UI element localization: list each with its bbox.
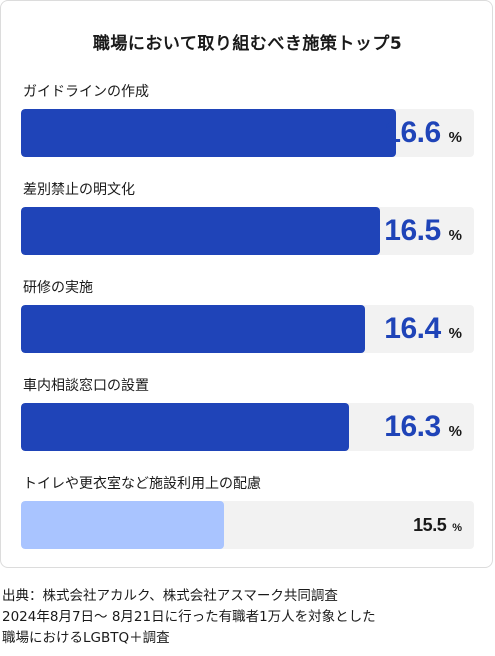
bar-track-1: 16.6% <box>21 109 474 157</box>
source-note: 出典：株式会社アカルク、株式会社アスマーク共同調査 2024年8月7日～ 8月2… <box>2 586 492 649</box>
bar-track-3: 16.4% <box>21 305 474 353</box>
bar-label-2: 差別禁止の明文化 <box>23 182 135 198</box>
bar-value-group-5: 15.5% <box>413 501 462 549</box>
bar-unit-3: % <box>448 325 462 342</box>
bar-unit-2: % <box>448 227 462 244</box>
source-line-1: 出典：株式会社アカルク、株式会社アスマーク共同調査 <box>2 588 338 604</box>
bar-value-1: 16.6 <box>384 116 441 149</box>
bar-value-2: 16.5 <box>384 214 441 247</box>
bar-unit-4: % <box>448 423 462 440</box>
bar-track-4: 16.3% <box>21 403 474 451</box>
bar-value-group-3: 16.4% <box>384 305 462 353</box>
chart-card: 職場において取り組むべき施策トップ5 ガイドラインの作成 16.6% 差別禁止の明文… <box>0 0 493 568</box>
chart-title: 職場において取り組むべき施策トップ5 <box>92 34 403 54</box>
bar-fill-5 <box>21 501 224 549</box>
bar-unit-5: % <box>452 522 462 534</box>
bar-label-3: 研修の実施 <box>23 280 93 296</box>
bar-fill-4 <box>21 403 349 451</box>
bar-value-group-4: 16.3% <box>384 403 462 451</box>
bar-label-4: 車内相談窓口の設置 <box>23 378 149 394</box>
source-line-3: 職場におけるLGBTQ＋調査 <box>2 630 170 646</box>
source-line-2: 2024年8月7日～ 8月21日に行った有職者1万人を対象とした <box>2 609 376 625</box>
bar-value-5: 15.5 <box>413 515 447 535</box>
bar-unit-1: % <box>448 129 462 146</box>
bar-track-5: 15.5% <box>21 501 474 549</box>
bar-label-5: トイレや更衣室など施設利用上の配慮 <box>23 476 261 492</box>
bar-value-group-2: 16.5% <box>384 207 462 255</box>
bar-fill-1 <box>21 109 396 157</box>
bar-fill-2 <box>21 207 380 255</box>
bar-value-group-1: 16.6% <box>384 109 462 157</box>
bar-track-2: 16.5% <box>21 207 474 255</box>
bar-value-3: 16.4 <box>384 312 441 345</box>
bar-fill-3 <box>21 305 365 353</box>
bar-label-1: ガイドラインの作成 <box>23 84 149 100</box>
bar-value-4: 16.3 <box>384 410 441 443</box>
